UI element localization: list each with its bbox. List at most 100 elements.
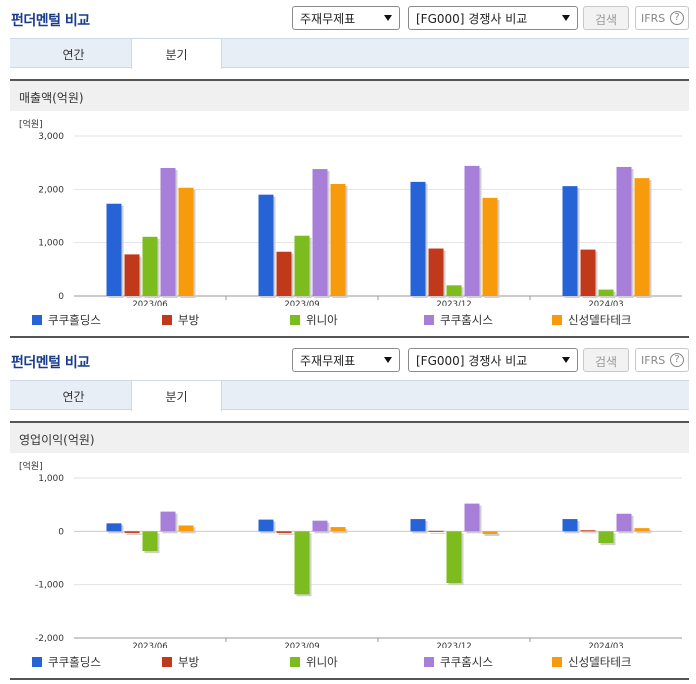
legend-label: 부방 [178, 313, 200, 327]
chevron-down-icon [562, 357, 570, 363]
bar-신성델타테크-2023-06[interactable] [178, 525, 194, 532]
bar-쿠쿠홀딩스-2023-06[interactable] [106, 203, 122, 296]
chart-frame: [억원] -2,000 -1,000 0 1,000 2023/06 2023/09 2023… [10, 453, 689, 680]
legend-swatch [552, 315, 562, 325]
ifrs-label: IFRS [641, 354, 666, 367]
legend-swatch [424, 657, 434, 667]
statement-type-value: 주재무제표 [300, 354, 356, 368]
y-tick-label: 2,000 [38, 185, 64, 195]
x-tick-label-2023-06: 2023/06 [132, 642, 167, 648]
bar-부방-2024-03[interactable] [580, 530, 596, 532]
bar-부방-2023-09[interactable] [276, 531, 292, 533]
legend-item-쿠쿠홀딩스[interactable]: 쿠쿠홀딩스 [32, 312, 101, 328]
bar-위니아-2023-12[interactable] [446, 531, 462, 584]
bar-부방-2023-12[interactable] [428, 530, 444, 532]
bar-신성델타테크-2023-12[interactable] [482, 531, 498, 534]
search-button[interactable]: 검색 [583, 6, 629, 30]
legend-swatch [290, 657, 300, 667]
chart-title-bar: 영업이익(억원) [10, 421, 689, 453]
bar-shadow [636, 530, 652, 534]
legend-label: 부방 [178, 655, 200, 669]
bar-위니아-2024-03[interactable] [598, 289, 614, 296]
bar-위니아-2023-12[interactable] [446, 285, 462, 296]
y-tick-label: 0 [58, 292, 64, 302]
bar-신성델타테크-2024-03[interactable] [634, 528, 650, 532]
chart-title-bar: 매출액(억원) [10, 79, 689, 111]
bar-쿠쿠홀딩스-2023-09[interactable] [258, 194, 274, 296]
tab-annual[interactable]: 연간 [62, 390, 85, 404]
bar-쿠쿠홈시스-2023-12[interactable] [464, 503, 480, 532]
ifrs-help-button[interactable]: IFRS ? [635, 6, 689, 30]
bar-쿠쿠홀딩스-2023-12[interactable] [410, 181, 426, 296]
peer-group-select[interactable]: [FG000] 경쟁사 비교 [408, 348, 578, 372]
search-button[interactable]: 검색 [583, 348, 629, 372]
bar-위니아-2024-03[interactable] [598, 531, 614, 544]
legend-item-신성델타테크[interactable]: 신성델타테크 [552, 654, 631, 670]
legend-item-부방[interactable]: 부방 [162, 654, 199, 670]
bar-부방-2023-06[interactable] [124, 254, 140, 296]
legend-swatch [32, 657, 42, 667]
bar-쿠쿠홈시스-2024-03[interactable] [616, 166, 632, 296]
bar-신성델타테크-2023-09[interactable] [330, 527, 346, 532]
legend-swatch [290, 315, 300, 325]
bar-쿠쿠홈시스-2024-03[interactable] [616, 513, 632, 532]
bar-부방-2024-03[interactable] [580, 249, 596, 296]
peer-group-select[interactable]: [FG000] 경쟁사 비교 [408, 6, 578, 30]
bar-부방-2023-12[interactable] [428, 248, 444, 296]
bar-신성델타테크-2023-06[interactable] [178, 187, 194, 296]
tab-annual[interactable]: 연간 [62, 48, 85, 62]
legend-item-쿠쿠홈시스[interactable]: 쿠쿠홈시스 [424, 312, 493, 328]
section-title: 펀더멘털 비교 [11, 13, 90, 29]
bar-쿠쿠홈시스-2023-09[interactable] [312, 169, 328, 296]
bar-쿠쿠홀딩스-2023-06[interactable] [106, 523, 122, 532]
legend-item-쿠쿠홈시스[interactable]: 쿠쿠홈시스 [424, 654, 493, 670]
bar-신성델타테크-2023-12[interactable] [482, 197, 498, 296]
legend-item-위니아[interactable]: 위니아 [290, 312, 338, 328]
bar-쿠쿠홀딩스-2023-09[interactable] [258, 519, 274, 532]
x-tick-label-2023-09: 2023/09 [284, 300, 319, 306]
statement-type-select[interactable]: 주재무제표 [292, 348, 400, 372]
legend-item-쿠쿠홀딩스[interactable]: 쿠쿠홀딩스 [32, 654, 101, 670]
legend-swatch [162, 315, 172, 325]
sales-bar-chart: [억원] 0 1,000 2,000 3,000 2023/06 2023/09 2023/1… [19, 118, 682, 306]
bar-위니아-2023-06[interactable] [142, 236, 158, 296]
bar-shadow [430, 532, 446, 534]
bar-쿠쿠홈시스-2023-06[interactable] [160, 511, 176, 532]
bar-부방-2023-06[interactable] [124, 531, 140, 533]
tab-quarterly[interactable]: 분기 [131, 39, 222, 69]
statement-type-value: 주재무제표 [300, 12, 356, 26]
tab-quarterly[interactable]: 분기 [131, 381, 222, 411]
legend-label: 쿠쿠홀딩스 [48, 313, 101, 327]
fundamental-section-operating-income: 펀더멘털 비교 주재무제표 [FG000] 경쟁사 비교 검색 IFRS ? 연… [0, 342, 696, 684]
section-header: 펀더멘털 비교 주재무제표 [FG000] 경쟁사 비교 검색 IFRS ? [0, 342, 696, 380]
legend-item-위니아[interactable]: 위니아 [290, 654, 338, 670]
y-tick-label: -2,000 [35, 634, 64, 644]
bar-쿠쿠홀딩스-2024-03[interactable] [562, 519, 578, 532]
bar-쿠쿠홈시스-2023-12[interactable] [464, 165, 480, 296]
bar-위니아-2023-09[interactable] [294, 235, 310, 296]
chevron-down-icon [384, 15, 392, 21]
y-tick-label: 0 [58, 527, 64, 537]
ifrs-help-button[interactable]: IFRS ? [635, 348, 689, 372]
legend-label: 신성델타테크 [568, 655, 632, 669]
bar-신성델타테크-2024-03[interactable] [634, 178, 650, 296]
bar-위니아-2023-06[interactable] [142, 531, 158, 552]
legend-swatch [162, 657, 172, 667]
legend-item-신성델타테크[interactable]: 신성델타테크 [552, 312, 631, 328]
period-tabs: 연간 분기 [10, 38, 689, 69]
y-tick-label: 1,000 [38, 239, 64, 249]
legend-swatch [424, 315, 434, 325]
x-tick-label-2024-03: 2024/03 [588, 642, 623, 648]
bar-쿠쿠홈시스-2023-09[interactable] [312, 520, 328, 532]
x-tick-label-2023-09: 2023/09 [284, 642, 319, 648]
bar-shadow [484, 533, 500, 536]
bar-쿠쿠홀딩스-2024-03[interactable] [562, 186, 578, 296]
legend-item-부방[interactable]: 부방 [162, 312, 199, 328]
statement-type-select[interactable]: 주재무제표 [292, 6, 400, 30]
bar-부방-2023-09[interactable] [276, 251, 292, 296]
bar-쿠쿠홈시스-2023-06[interactable] [160, 168, 176, 296]
bar-쿠쿠홀딩스-2023-12[interactable] [410, 519, 426, 532]
bar-shadow [278, 533, 294, 535]
bar-위니아-2023-09[interactable] [294, 531, 310, 595]
bar-신성델타테크-2023-09[interactable] [330, 184, 346, 296]
